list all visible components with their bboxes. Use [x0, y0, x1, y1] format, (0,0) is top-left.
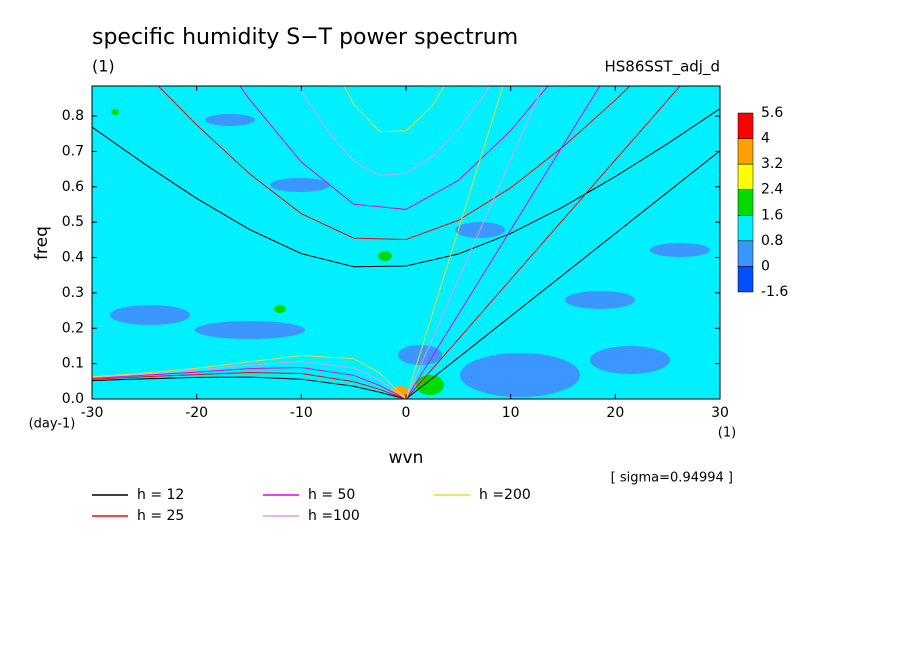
colorbar-label: -1.6 [761, 284, 788, 300]
patch [590, 346, 670, 374]
y-tick-label: 0.3 [62, 285, 84, 301]
colorbar-segment [737, 189, 754, 216]
patch [270, 178, 330, 192]
patch [650, 243, 710, 257]
x-tick-label: 10 [502, 405, 520, 421]
dispersion-curve [343, 86, 445, 133]
patch [111, 109, 119, 115]
x-unit: (1) [718, 426, 736, 441]
field-patches [110, 109, 710, 398]
colorbar-segment [737, 240, 754, 267]
dispersion-curve [92, 361, 407, 399]
y-tick-label: 0.6 [62, 179, 84, 195]
colorbar-label: 4 [761, 131, 770, 147]
dispersion-curve [157, 86, 631, 240]
colorbar-label: 0 [761, 258, 770, 274]
x-tick-label: -10 [290, 405, 313, 421]
dispersion-curve [92, 367, 407, 399]
subtitle: (1) [92, 57, 115, 76]
dispersion-curve [405, 86, 681, 399]
dispersion-curve [92, 354, 407, 399]
x-tick-label: -30 [81, 405, 104, 421]
patch [460, 353, 580, 397]
dispersion-curve [92, 108, 720, 268]
y-tick-label: 0.0 [62, 391, 84, 407]
y-tick-label: 0.8 [62, 108, 84, 124]
patch [416, 375, 444, 395]
y-axis-label: freq [32, 226, 52, 260]
field [92, 86, 720, 399]
legend-label: h = 12 [137, 487, 184, 503]
curves [92, 86, 720, 399]
x-tick-label: 20 [606, 405, 624, 421]
legend-label: h =100 [308, 508, 360, 524]
patch [378, 251, 392, 261]
colorbar-segment [737, 266, 754, 293]
annotation: [ sigma=0.94994 ] [611, 471, 733, 486]
colorbar-segment [737, 163, 754, 190]
y-tick-label: 0.5 [62, 214, 84, 230]
legend-label: h = 50 [308, 487, 355, 503]
dispersion-curve [92, 376, 407, 399]
y-tick-label: 0.2 [62, 320, 84, 336]
colorbar-segment [737, 215, 754, 242]
x-tick-label: 30 [711, 405, 729, 421]
colorbar-segment [737, 112, 754, 139]
dispersion-curve [405, 86, 544, 399]
y-tick-label: 0.1 [62, 356, 84, 372]
patch [205, 114, 255, 126]
patch [274, 305, 286, 313]
x-tick-label: 0 [402, 405, 411, 421]
patch [565, 291, 635, 309]
dispersion-curve [298, 86, 491, 176]
colorbar-segment [737, 138, 754, 165]
colorbar-label: 2.4 [761, 182, 783, 198]
y-tick-label: 0.7 [62, 143, 84, 159]
legend-label: h =200 [479, 487, 531, 503]
patch [195, 321, 305, 339]
chart-title: specific humidity S−T power spectrum [92, 25, 518, 50]
colorbar-label: 1.6 [761, 207, 783, 223]
dispersion-curve [405, 150, 720, 399]
run-label: HS86SST_adj_d [605, 58, 721, 77]
y-tick-label: 0.4 [62, 250, 84, 266]
colorbar-label: 3.2 [761, 156, 783, 172]
colorbar-label: 0.8 [761, 233, 783, 249]
x-tick-label: -20 [185, 405, 208, 421]
x-axis-label: wvn [389, 448, 424, 468]
colorbar-label: 5.6 [761, 105, 783, 121]
field-background [92, 86, 720, 399]
dispersion-curve [405, 86, 601, 399]
patch [110, 305, 190, 325]
dispersion-curve [92, 371, 407, 399]
dispersion-curve [405, 86, 504, 399]
dispersion-curve [239, 86, 549, 210]
legend-label: h = 25 [137, 508, 184, 524]
y-unit: (day-1) [29, 417, 76, 432]
